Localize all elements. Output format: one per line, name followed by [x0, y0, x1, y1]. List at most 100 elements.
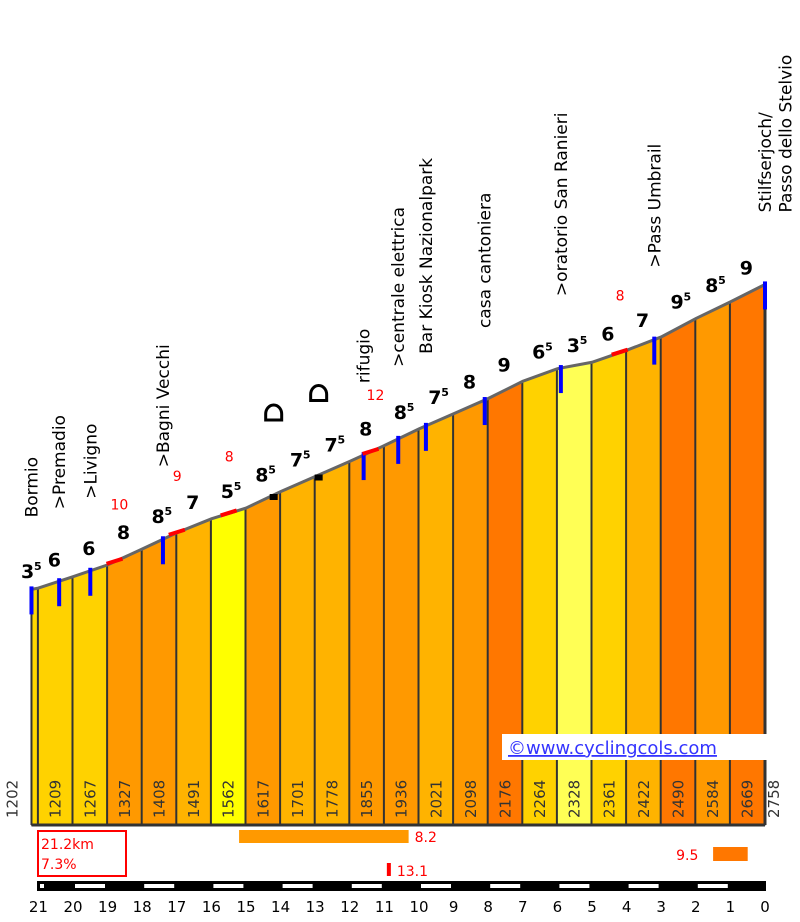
km-scale-segment — [75, 884, 105, 888]
place-label: rifugio — [355, 329, 375, 383]
gradient-decimal: 5 — [580, 334, 588, 347]
gradient-label: 6 — [82, 538, 95, 560]
location-marker — [763, 281, 767, 310]
summary-distance: 21.2km — [41, 837, 94, 853]
altitude-label: 1936 — [393, 780, 411, 818]
profile-segment — [245, 490, 282, 826]
stat-bar — [239, 830, 409, 843]
steep-section-marker — [611, 347, 629, 357]
km-scale-segment — [40, 884, 44, 888]
gradient-label: 8 — [705, 275, 718, 297]
km-scale-segment — [490, 884, 521, 888]
profile-segment — [349, 444, 385, 826]
place-label: >Premadio — [50, 415, 70, 509]
gradient-label: 9 — [740, 257, 753, 279]
altitude-label: 2098 — [462, 780, 480, 818]
profile-line — [31, 283, 766, 591]
profile-segment — [314, 460, 351, 826]
profile-segment — [383, 428, 420, 826]
max-gradient-label: 8 — [225, 449, 234, 465]
altitude-label: 1267 — [81, 780, 99, 818]
altitude-label: 2361 — [600, 780, 618, 818]
km-tick-label: 1 — [726, 898, 736, 916]
km-tick-label: 11 — [375, 898, 394, 916]
location-marker — [482, 397, 487, 426]
stat-label: 8.2 — [415, 830, 437, 846]
km-scale-segment — [697, 884, 728, 888]
km-tick-label: 21 — [29, 898, 48, 916]
steep-section-marker — [105, 556, 124, 566]
gradient-label: 3 — [21, 561, 34, 583]
summary-gradient: 7.3% — [41, 857, 77, 873]
place-label: casa cantoniera — [476, 193, 496, 328]
stat-label: 9.5 — [676, 848, 698, 864]
profile-segment — [453, 397, 489, 826]
altitude-label: 1202 — [3, 780, 21, 818]
hairpin-marker — [269, 494, 278, 500]
gradient-label: 8 — [463, 372, 476, 394]
max-gradient-label: 10 — [111, 498, 129, 514]
altitude-label: 2328 — [566, 780, 584, 818]
altitude-label: 1491 — [185, 780, 203, 818]
altitude-label: 1562 — [220, 780, 238, 818]
stat-bar — [386, 863, 391, 876]
km-tick-label: 20 — [63, 898, 82, 916]
altitude-label: 1327 — [116, 780, 134, 818]
km-scale-segment — [421, 884, 451, 888]
gradient-label: 8 — [359, 419, 372, 441]
profile-segment — [210, 507, 247, 826]
altitude-label: 2758 — [765, 780, 783, 818]
km-tick-label: 10 — [409, 898, 428, 916]
gradient-label: 7 — [325, 434, 338, 456]
km-tick-label: 2 — [691, 898, 701, 916]
altitude-label: 1617 — [254, 780, 272, 818]
gradient-label: 9 — [498, 354, 511, 376]
altitude-label: 2176 — [497, 780, 515, 818]
location-marker — [396, 435, 401, 464]
altitude-label: 1778 — [324, 780, 342, 818]
km-tick-label: 6 — [553, 898, 563, 916]
gradient-label: 7 — [186, 492, 199, 514]
km-tick-label: 19 — [98, 898, 117, 916]
gradient-decimal: 5 — [684, 291, 692, 304]
km-tick-label: 16 — [202, 898, 221, 916]
gradient-label: 6 — [601, 323, 614, 345]
summary-box — [37, 830, 127, 877]
gradient-decimal: 5 — [303, 449, 311, 462]
km-tick-label: 14 — [271, 898, 290, 916]
km-scale-segment — [282, 884, 313, 888]
gradient-label: 9 — [671, 292, 684, 314]
hairpin-icon — [264, 403, 284, 422]
altitude-label: 1701 — [289, 780, 307, 818]
gradient-label: 8 — [255, 465, 268, 487]
gradient-label: 6 — [48, 550, 61, 572]
km-scale-bar — [37, 881, 766, 891]
km-tick-label: 9 — [449, 898, 459, 916]
altitude-label: 2584 — [704, 780, 722, 818]
gradient-decimal: 5 — [441, 386, 449, 399]
gradient-decimal: 5 — [234, 480, 242, 493]
gradient-label: 7 — [636, 310, 649, 332]
gradient-decimal: 5 — [338, 433, 346, 446]
place-label: >Livigno — [81, 424, 101, 499]
hairpin-icon — [309, 384, 329, 402]
gradient-label: 8 — [152, 506, 165, 528]
km-tick-label: 8 — [483, 898, 493, 916]
km-scale-segment — [628, 884, 659, 888]
gradient-label: 7 — [428, 387, 441, 409]
gradient-decimal: 5 — [165, 505, 173, 518]
stat-bar — [713, 847, 748, 861]
gradient-decimal: 5 — [34, 560, 42, 573]
gradient-label: 5 — [221, 481, 234, 503]
place-label: >centrale elettrica — [389, 207, 409, 367]
copyright-link[interactable]: ©www.cyclingcols.com — [508, 738, 717, 759]
km-tick-label: 13 — [306, 898, 325, 916]
km-scale-segment — [213, 884, 244, 888]
gradient-decimal: 5 — [718, 274, 726, 287]
place-label: Bar Kiosk Nazionalpark — [417, 158, 437, 354]
location-marker — [57, 578, 62, 607]
steep-section-marker — [220, 508, 238, 518]
location-marker — [88, 567, 93, 596]
gradient-label: 3 — [567, 335, 580, 357]
km-scale-segment — [351, 884, 382, 888]
